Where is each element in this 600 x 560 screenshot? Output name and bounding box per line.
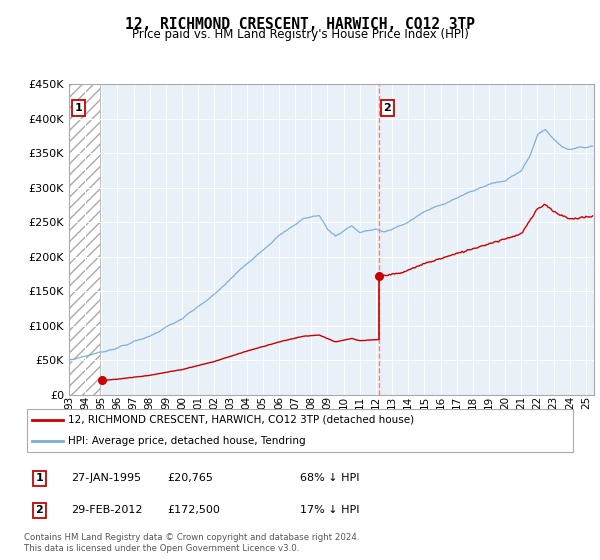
Text: 1: 1 xyxy=(35,473,43,483)
Text: Price paid vs. HM Land Registry's House Price Index (HPI): Price paid vs. HM Land Registry's House … xyxy=(131,28,469,41)
Text: Contains HM Land Registry data © Crown copyright and database right 2024.
This d: Contains HM Land Registry data © Crown c… xyxy=(24,533,359,553)
Text: 29-FEB-2012: 29-FEB-2012 xyxy=(71,505,142,515)
Text: HPI: Average price, detached house, Tendring: HPI: Average price, detached house, Tend… xyxy=(68,436,306,446)
Bar xyxy=(69,84,100,395)
Text: 27-JAN-1995: 27-JAN-1995 xyxy=(71,473,141,483)
Text: £172,500: £172,500 xyxy=(167,505,220,515)
Text: 12, RICHMOND CRESCENT, HARWICH, CO12 3TP: 12, RICHMOND CRESCENT, HARWICH, CO12 3TP xyxy=(125,17,475,32)
Text: 12, RICHMOND CRESCENT, HARWICH, CO12 3TP (detached house): 12, RICHMOND CRESCENT, HARWICH, CO12 3TP… xyxy=(68,414,414,424)
Text: 68% ↓ HPI: 68% ↓ HPI xyxy=(300,473,359,483)
Text: 2: 2 xyxy=(35,505,43,515)
Text: 2: 2 xyxy=(383,103,391,113)
Text: 17% ↓ HPI: 17% ↓ HPI xyxy=(300,505,359,515)
Text: 1: 1 xyxy=(75,103,83,113)
FancyBboxPatch shape xyxy=(27,408,573,452)
Text: £20,765: £20,765 xyxy=(167,473,214,483)
